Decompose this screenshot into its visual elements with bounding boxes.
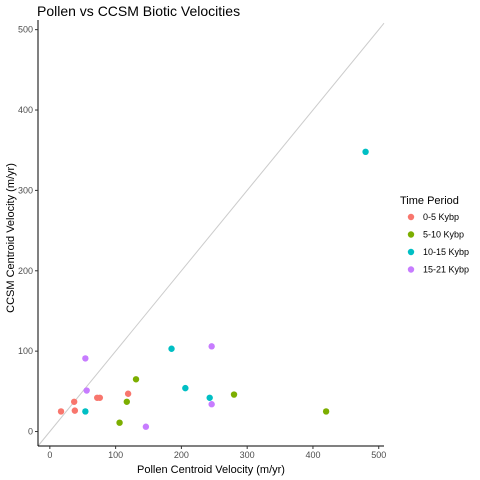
y-tick-label: 100 bbox=[18, 346, 33, 356]
legend-title: Time Period bbox=[400, 195, 459, 207]
y-tick-label: 0 bbox=[28, 427, 33, 437]
scatter-point bbox=[168, 345, 175, 352]
legend-key bbox=[407, 248, 415, 256]
scatter-point bbox=[57, 408, 65, 415]
y-axis-title: CCSM Centroid Velocity (m/yr) bbox=[5, 163, 17, 313]
x-axis-title: Pollen Centroid Velocity (m/yr) bbox=[137, 464, 285, 476]
scatter-point bbox=[70, 398, 78, 405]
scatter-point bbox=[123, 398, 131, 405]
scatter-point bbox=[124, 390, 132, 397]
scatter-point bbox=[182, 384, 189, 392]
x-tick-label: 100 bbox=[108, 450, 123, 460]
legend-key bbox=[407, 266, 415, 273]
legend-label: 15-21 Kybp bbox=[423, 265, 469, 275]
reference-line-y-equals-x bbox=[37, 22, 385, 447]
scatter-point bbox=[322, 408, 330, 415]
scatter-point bbox=[71, 407, 79, 414]
scatter-point bbox=[206, 394, 213, 401]
x-tick-label: 500 bbox=[371, 450, 386, 460]
y-tick-label: 500 bbox=[18, 25, 33, 35]
y-tick-label: 300 bbox=[18, 185, 33, 195]
x-tick-label: 400 bbox=[305, 450, 320, 460]
y-axis-ticks: 0 100 200 300 400 500 bbox=[18, 25, 38, 437]
legend-label: 0-5 Kybp bbox=[423, 212, 459, 222]
scatter-point bbox=[116, 419, 123, 426]
x-axis-ticks: 0 100 200 300 400 500 bbox=[47, 446, 386, 460]
legend: Time Period 0-5 Kybp 5-10 Kybp 10-15 Kybp 1… bbox=[400, 195, 469, 275]
points-layer bbox=[57, 148, 369, 430]
scatter-point bbox=[362, 148, 369, 156]
scatter-point bbox=[142, 423, 150, 430]
legend-key bbox=[407, 231, 415, 238]
legend-key bbox=[407, 213, 415, 221]
scatter-point bbox=[82, 355, 89, 362]
scatter-point bbox=[96, 394, 104, 401]
scatter-point bbox=[208, 401, 215, 408]
scatter-point bbox=[132, 376, 140, 383]
y-tick-label: 400 bbox=[18, 105, 33, 115]
scatter-point bbox=[208, 343, 215, 350]
x-tick-label: 300 bbox=[240, 450, 255, 460]
legend-label: 10-15 Kybp bbox=[423, 247, 469, 257]
legend-label: 5-10 Kybp bbox=[423, 230, 464, 240]
scatter-point bbox=[82, 408, 89, 415]
scatter-point bbox=[230, 391, 238, 398]
x-tick-label: 0 bbox=[47, 450, 52, 460]
plot-panel bbox=[37, 22, 385, 447]
chart-title: Pollen vs CCSM Biotic Velocities bbox=[37, 3, 240, 19]
legend-items: 0-5 Kybp 5-10 Kybp 10-15 Kybp 15-21 Kybp bbox=[407, 212, 469, 275]
y-tick-label: 200 bbox=[18, 266, 33, 276]
x-tick-label: 200 bbox=[174, 450, 189, 460]
scatter-point bbox=[83, 387, 90, 394]
